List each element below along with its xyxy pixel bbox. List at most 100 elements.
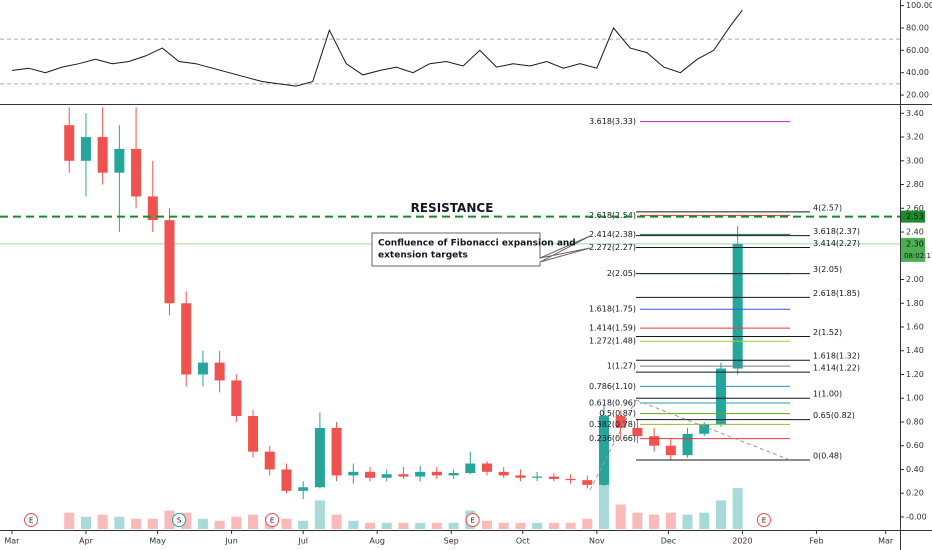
- volume-bar: [565, 522, 576, 529]
- y-tick-label: 1.20: [906, 370, 924, 379]
- resistance-tag: [901, 210, 925, 223]
- candle-body: [231, 380, 242, 417]
- candle-body: [348, 471, 359, 476]
- fib-label: 0.618(0.96): [589, 398, 636, 407]
- event-label: E: [762, 517, 766, 525]
- y-tick-label: 2.60: [906, 204, 924, 213]
- volume-bar: [381, 522, 392, 529]
- y-tick-label: 0.80: [906, 417, 924, 426]
- candle-body: [97, 137, 108, 173]
- countdown: 08:02:17: [904, 252, 932, 260]
- x-tick-label: Aug: [369, 537, 385, 546]
- volume-bar: [131, 518, 142, 529]
- volume-bar: [398, 522, 409, 529]
- x-tick-label: Apr: [79, 537, 94, 546]
- annotation-line: Confluence of Fibonacci expansion and: [378, 239, 576, 249]
- annotation: Confluence of Fibonacci expansion and ex…: [371, 232, 591, 267]
- fib-label: 0.65(0.82): [813, 411, 855, 420]
- rsi-tick-label: 40.00: [906, 68, 929, 77]
- candle-body: [431, 471, 442, 476]
- volume-bar: [64, 512, 75, 529]
- candle-body: [665, 445, 676, 456]
- volume-bar: [281, 518, 292, 529]
- x-tick-label: Oct: [516, 537, 530, 546]
- volume-bar: [415, 522, 426, 529]
- fib-label: 1(1.27): [607, 362, 636, 371]
- event-marker: [24, 513, 39, 527]
- candle-body: [331, 427, 342, 476]
- candle-body: [381, 474, 392, 478]
- candle-body: [598, 416, 609, 485]
- volume-bar: [365, 522, 376, 529]
- event-marker: [265, 513, 280, 527]
- event-label: E: [29, 517, 33, 525]
- event-marker: [172, 513, 187, 527]
- event-marker: [756, 513, 771, 527]
- candle-body: [515, 475, 526, 478]
- volume-bar: [80, 516, 91, 529]
- volume-bar: [715, 500, 726, 529]
- x-tick-label: Jul: [297, 537, 308, 546]
- candle-body: [181, 303, 192, 375]
- candle-body: [682, 433, 693, 456]
- volume-bar: [699, 512, 710, 529]
- candle-body: [448, 473, 459, 476]
- x-tick-label: Mar: [4, 537, 20, 546]
- candle-body: [481, 463, 493, 472]
- rsi-tick-label: 20.00: [906, 91, 929, 100]
- rsi-tick-label: 100.00: [906, 1, 932, 10]
- volume-bar: [248, 514, 259, 529]
- candle-body: [147, 196, 158, 221]
- fib-label: 2(2.05): [607, 269, 636, 278]
- event-marker: [465, 513, 480, 527]
- event-label: S: [177, 517, 182, 525]
- candle-body: [615, 416, 626, 428]
- fib-label: 0.5(0.87): [599, 409, 636, 418]
- event-label: E: [270, 517, 274, 525]
- volume-bar: [665, 512, 676, 529]
- y-tick-label: 0.60: [906, 441, 924, 450]
- volume-bar: [448, 522, 459, 529]
- candle-body: [80, 137, 91, 161]
- fib-label: 4(2.57): [813, 203, 842, 212]
- y-tick-label: 2.40: [906, 228, 924, 237]
- volume-bar: [548, 522, 559, 529]
- volume-bar: [582, 518, 593, 529]
- fib-label: 1.618(1.75): [589, 305, 636, 314]
- x-tick-label: Sep: [444, 537, 459, 546]
- x-tick-label: Dec: [661, 537, 676, 546]
- volume-bar: [682, 514, 693, 529]
- y-tick-label: 1.60: [906, 322, 924, 331]
- candle-body: [715, 368, 726, 425]
- candle-body: [365, 471, 376, 478]
- y-tick-label: 1.00: [906, 394, 924, 403]
- rsi-tick-label: 60.00: [906, 46, 929, 55]
- candle-body: [565, 478, 576, 481]
- fib-label: 1.272(1.48): [589, 337, 636, 346]
- resistance-tag-label: 2.53: [906, 212, 924, 221]
- candle-body: [214, 362, 225, 381]
- fib-label: 3(2.05): [813, 265, 842, 274]
- y-tick-label: 2.00: [906, 275, 924, 284]
- volume-bar: [181, 512, 192, 529]
- candle-body: [649, 436, 660, 446]
- volume-bar: [314, 500, 325, 529]
- candle-body: [699, 424, 710, 434]
- volume-bar: [615, 504, 626, 529]
- volume-bar: [532, 522, 543, 529]
- candle-body: [64, 125, 75, 161]
- volume-bar: [114, 516, 125, 529]
- volume-bar: [197, 518, 208, 529]
- fib-label: 2.618(2.54): [589, 211, 636, 220]
- volume-bar: [164, 510, 175, 529]
- volume-bar: [214, 520, 225, 529]
- annotation-line: extension targets: [378, 251, 468, 261]
- volume-bar: [649, 514, 660, 529]
- volume-bar: [481, 520, 493, 529]
- rsi-line: [11, 9, 743, 87]
- y-tick-label: 1.40: [906, 346, 924, 355]
- volume-bar: [431, 522, 442, 529]
- fib-label: 2.272(2.27): [589, 243, 636, 252]
- fib-label: 0(0.48): [813, 451, 842, 460]
